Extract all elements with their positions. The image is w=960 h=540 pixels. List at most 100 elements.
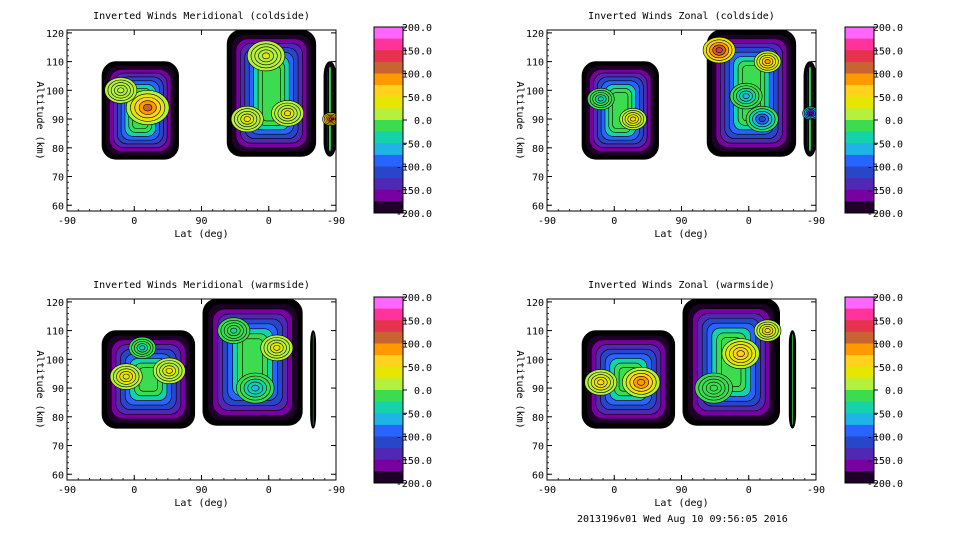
colorbar-swatch: [845, 401, 874, 414]
contour-blob: [165, 367, 173, 374]
contour-blob: [273, 344, 281, 351]
y-tick-label: 90: [52, 115, 64, 126]
colorbar-swatch: [845, 436, 874, 449]
chart-title: Inverted Winds Meridional (coldside): [93, 11, 310, 22]
y-tick-label: 120: [46, 298, 64, 309]
contour-blob: [122, 373, 130, 380]
colorbar-swatch: [845, 390, 874, 403]
colorbar-swatch: [374, 38, 403, 51]
colorbar-label: -200.0: [867, 209, 903, 220]
colorbar-swatch: [845, 459, 874, 472]
contour-blob: [143, 103, 153, 112]
colorbar-swatch: [374, 189, 403, 202]
y-tick-label: 80: [52, 413, 64, 424]
colorbar-label: 100.0: [402, 340, 432, 351]
colorbar-label: 150.0: [402, 46, 432, 57]
colorbar-swatch: [374, 120, 403, 133]
y-tick-label: 80: [52, 144, 64, 155]
contour-blob: [243, 116, 251, 122]
chart-title: Inverted Winds Zonal (warmside): [588, 280, 775, 291]
y-tick-label: 70: [532, 442, 544, 453]
colorbar-swatch: [374, 154, 403, 167]
x-tick-label: -90: [327, 216, 345, 227]
data-panel: [101, 330, 196, 429]
chart-2: Inverted Winds Zonal (coldside) 60 70 80 90 1…: [514, 11, 903, 240]
data-panel: [581, 61, 659, 160]
colorbar-label: -100.0: [396, 163, 432, 174]
colorbar-swatch: [845, 471, 874, 484]
colorbar-label: -100.0: [396, 433, 432, 444]
data-area: [581, 30, 816, 160]
y-tick-label: 70: [52, 442, 64, 453]
y-tick-label: 120: [526, 298, 544, 309]
colorbar-swatch: [845, 424, 874, 437]
colorbar-swatch: [845, 189, 874, 202]
colorbar-swatch: [845, 120, 874, 133]
y-axis-label: Altitude (km): [514, 81, 525, 159]
y-tick-label: 90: [532, 115, 544, 126]
y-axis-label: Altitude (km): [34, 350, 45, 428]
contour-core: [312, 332, 314, 427]
x-tick-label: 90: [675, 216, 687, 227]
y-tick-label: 60: [532, 201, 544, 212]
colorbar-label: 100.0: [873, 70, 903, 81]
colorbar-swatch: [374, 448, 403, 461]
colorbar-label: -100.0: [867, 433, 903, 444]
colorbar-label: -150.0: [867, 186, 903, 197]
x-tick-label: 0: [746, 485, 752, 496]
colorbar-swatch: [845, 297, 874, 310]
contour-blob: [808, 111, 813, 115]
colorbar: 200.0 150.0 100.0 50.0 0.0 -50.0 -100.0 -150.0 -…: [844, 293, 903, 490]
data-area: [101, 299, 317, 429]
colorbar-swatch: [845, 355, 874, 368]
colorbar-swatch: [374, 131, 403, 144]
colorbar-swatch: [374, 413, 403, 426]
contour-blob: [284, 110, 292, 117]
data-panel: [802, 61, 816, 157]
data-panel: [682, 299, 782, 426]
colorbar-swatch: [845, 320, 874, 333]
data-panel: [310, 330, 317, 429]
colorbar-swatch: [374, 366, 403, 379]
y-tick-label: 110: [526, 58, 544, 69]
data-panel: [226, 30, 317, 157]
colorbar-swatch: [374, 378, 403, 391]
data-area: [581, 299, 797, 429]
data-panel: [202, 299, 303, 426]
y-tick-label: 120: [46, 29, 64, 40]
colorbar-swatch: [374, 50, 403, 63]
colorbar-label: -150.0: [396, 186, 432, 197]
colorbar-label: -50.0: [873, 139, 903, 150]
contour-blob: [764, 328, 771, 334]
colorbar-label: 100.0: [402, 70, 432, 81]
x-tick-label: 0: [266, 216, 272, 227]
colorbar-swatch: [845, 38, 874, 51]
contour-blob: [715, 47, 723, 53]
contour-blob: [597, 379, 605, 386]
colorbar-swatch: [845, 201, 874, 214]
colorbar-label: 0.0: [885, 116, 903, 127]
colorbar-label: 150.0: [873, 46, 903, 57]
colorbar-swatch: [374, 201, 403, 214]
x-tick-label: -90: [807, 485, 825, 496]
chart-1: Inverted Winds Meridional (coldside) 60 70…: [34, 11, 432, 240]
contour-blob: [758, 116, 766, 122]
contour-blob: [139, 345, 146, 351]
contour-blob: [709, 384, 718, 392]
colorbar-swatch: [845, 108, 874, 121]
y-tick-label: 70: [52, 173, 64, 184]
colorbar: 200.0 150.0 100.0 50.0 0.0 -50.0 -100.0 -150.0 -…: [373, 293, 432, 490]
data-panel: [702, 30, 797, 157]
timestamp-footer: 2013196v01 Wed Aug 10 09:56:05 2016: [577, 514, 788, 525]
x-tick-label: -90: [538, 216, 556, 227]
x-tick-label: 90: [675, 485, 687, 496]
colorbar-swatch: [845, 61, 874, 74]
x-tick-label: -90: [58, 216, 76, 227]
chart-title: Inverted Winds Meridional (warmside): [93, 280, 310, 291]
y-tick-label: 120: [526, 29, 544, 40]
colorbar-swatch: [374, 424, 403, 437]
x-axis-label: Lat (deg): [654, 229, 708, 240]
colorbar-swatch: [374, 178, 403, 191]
contour-blob: [597, 96, 604, 102]
colorbar-swatch: [374, 355, 403, 368]
